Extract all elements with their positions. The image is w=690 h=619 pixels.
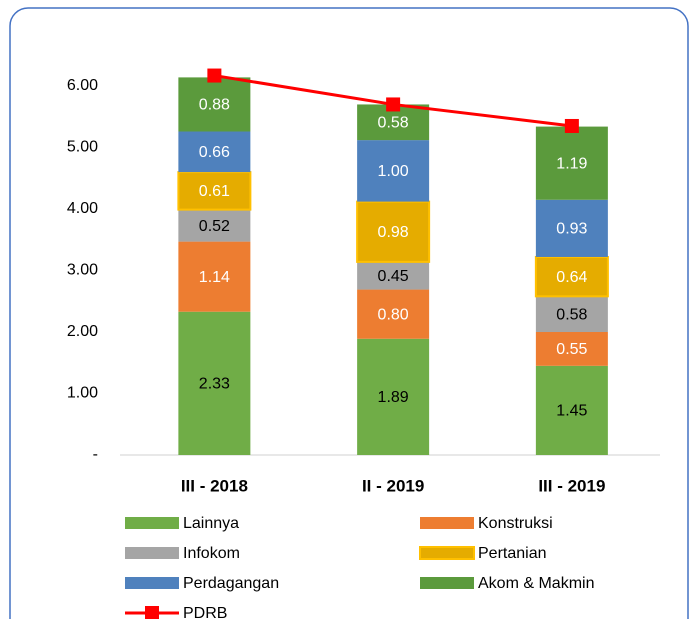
y-tick-label: 2.00 [67,323,98,340]
bar-segment [357,289,430,339]
bar-segment [357,338,430,455]
legend-label: PDRB [183,605,227,619]
bar-segment [535,296,608,332]
data-label: 0.93 [556,221,587,238]
bar-segment [535,365,608,455]
legend-label: Konstruksi [478,515,553,532]
bar-segment [356,200,431,263]
legend-label: Pertanian [478,545,547,562]
bar-segment [178,241,251,312]
data-label: 0.98 [378,224,409,241]
bar-segment [177,171,252,211]
bar-segment [178,77,251,132]
x-tick-label: III - 2019 [538,476,605,495]
bar-segment [535,332,608,366]
data-label: 0.88 [199,97,230,114]
data-label: 0.61 [199,183,230,200]
data-label: 0.58 [378,115,409,132]
x-tick-label: III - 2018 [181,476,248,495]
x-tick-label: II - 2019 [362,476,424,495]
line-marker [564,118,579,133]
legend-swatch [419,546,475,560]
legend-swatch [420,517,474,529]
y-tick-label: 6.00 [67,77,98,94]
y-tick-label: - [93,446,98,463]
data-label: 1.19 [556,155,587,172]
bar-segment [535,126,608,200]
y-tick-label: 3.00 [67,262,98,279]
line-marker [207,68,222,83]
bar-segment [178,311,251,455]
bar-segment [534,255,609,298]
legend-swatch [420,577,474,589]
legend-label: Perdagangan [183,575,279,592]
legend-marker [145,606,159,619]
data-label: 1.14 [199,269,230,286]
data-label: 2.33 [199,376,230,393]
legend-label: Akom & Makmin [478,575,594,592]
data-label: 1.45 [556,403,587,420]
data-label: 1.00 [378,163,409,180]
bar-segment [357,261,430,290]
data-label: 0.58 [556,306,587,323]
data-label: 0.80 [378,306,409,323]
bar-segment [357,140,430,202]
data-label: 0.64 [556,269,587,286]
y-tick-label: 5.00 [67,139,98,156]
line-marker [386,97,401,112]
data-label: 1.89 [378,389,409,406]
legend-label: Lainnya [183,515,239,532]
legend-swatch [125,547,179,559]
legend-swatch [125,577,179,589]
data-label: 0.45 [378,268,409,285]
legend-label: Infokom [183,545,240,562]
legend-swatch [125,517,179,529]
y-tick-label: 1.00 [67,385,98,402]
bar-segment [178,209,251,242]
y-tick-label: 4.00 [67,200,98,217]
bar-segment [178,131,251,173]
data-label: 0.55 [556,341,587,358]
bar-segment [535,199,608,257]
data-label: 0.66 [199,144,230,161]
data-label: 0.52 [199,218,230,235]
